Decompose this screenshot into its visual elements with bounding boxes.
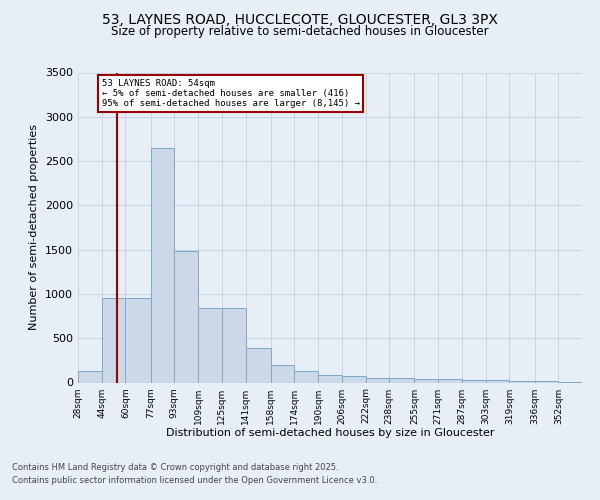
Bar [485,380,509,382]
Bar [245,348,271,382]
Bar [509,380,535,382]
Bar [365,378,389,382]
Bar [318,374,342,382]
Text: Contains HM Land Registry data © Crown copyright and database right 2025.: Contains HM Land Registry data © Crown c… [12,462,338,471]
Bar [222,308,245,382]
Bar [102,298,125,382]
Text: Contains public sector information licensed under the Open Government Licence v3: Contains public sector information licen… [12,476,377,485]
Bar [342,376,365,382]
Bar [78,371,102,382]
Text: Size of property relative to semi-detached houses in Gloucester: Size of property relative to semi-detach… [111,25,489,38]
Bar [389,378,415,382]
Text: Distribution of semi-detached houses by size in Gloucester: Distribution of semi-detached houses by … [166,428,494,438]
Text: 53 LAYNES ROAD: 54sqm
← 5% of semi-detached houses are smaller (416)
95% of semi: 53 LAYNES ROAD: 54sqm ← 5% of semi-detac… [102,78,360,108]
Bar [462,380,485,382]
Bar [295,371,318,382]
Bar [438,380,462,382]
Bar [125,298,151,382]
Bar [535,381,558,382]
Bar [198,308,222,382]
Bar [175,250,198,382]
Text: 53, LAYNES ROAD, HUCCLECOTE, GLOUCESTER, GL3 3PX: 53, LAYNES ROAD, HUCCLECOTE, GLOUCESTER,… [102,12,498,26]
Bar [151,148,175,382]
Bar [271,365,295,382]
Y-axis label: Number of semi-detached properties: Number of semi-detached properties [29,124,40,330]
Bar [415,379,438,382]
